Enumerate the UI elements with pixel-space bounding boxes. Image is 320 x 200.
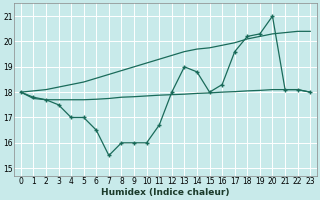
X-axis label: Humidex (Indice chaleur): Humidex (Indice chaleur)	[101, 188, 230, 197]
